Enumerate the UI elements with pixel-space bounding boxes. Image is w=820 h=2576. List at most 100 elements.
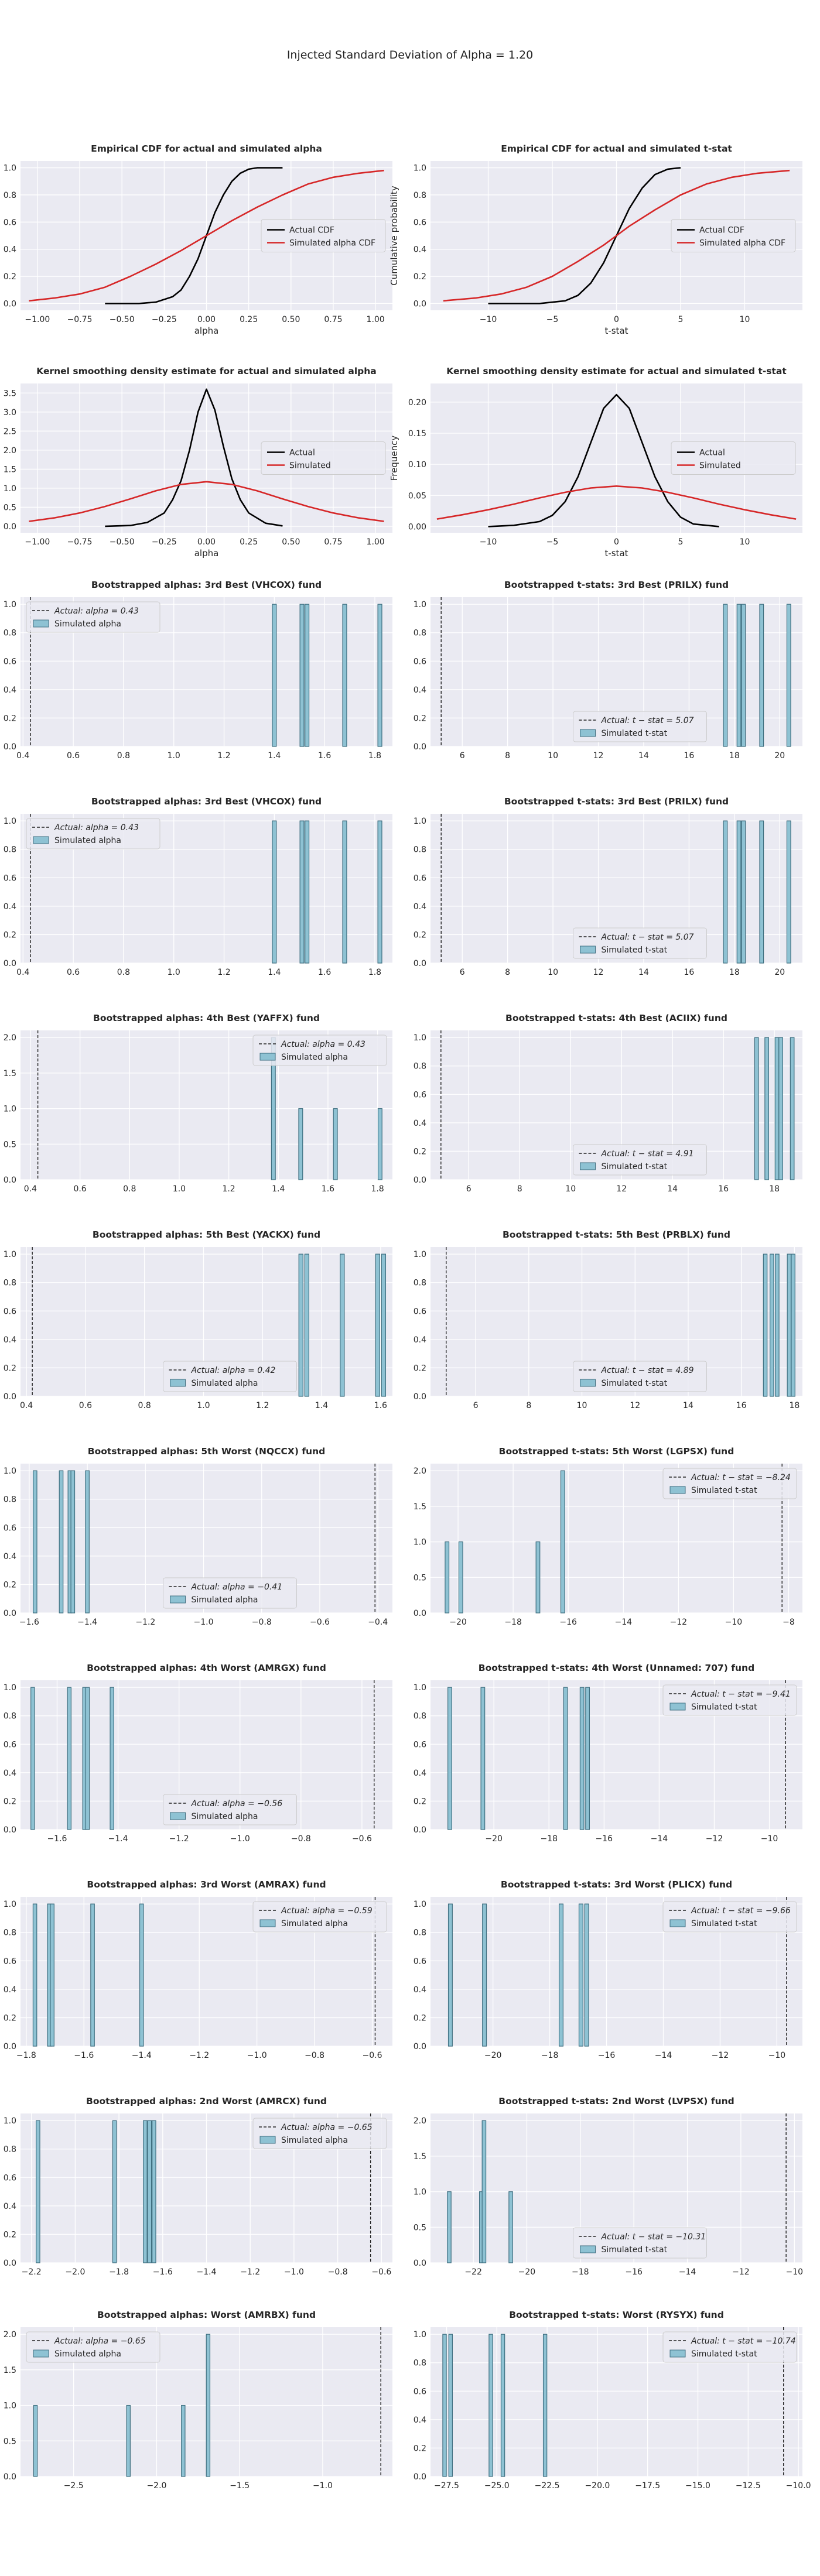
legend-label: Actual: alpha = 0.42 bbox=[191, 1366, 276, 1375]
histogram-bar bbox=[36, 2120, 40, 2263]
histogram-bar bbox=[272, 820, 277, 964]
legend-label: Actual CDF bbox=[289, 226, 334, 235]
y-tick-label: 0.0 bbox=[4, 742, 16, 752]
chart-title: Bootstrapped t-stats: 3rd Worst (PLICX) … bbox=[501, 1879, 732, 1890]
chart-panel-13: −1.6 −1.4 −1.2 −1.0 −0.8 −0.6 −0.4 0.0 0.2 0.4 0.6… bbox=[4, 1446, 392, 1627]
legend-label: Simulated alpha bbox=[192, 1595, 258, 1605]
histogram-bar bbox=[736, 820, 742, 964]
legend-label: Simulated alpha bbox=[192, 1379, 258, 1388]
x-tick-label: −1.8 bbox=[109, 2267, 129, 2277]
x-tick-label: 16 bbox=[684, 751, 694, 761]
legend-box bbox=[163, 1361, 297, 1392]
x-tick-label: −16 bbox=[598, 2051, 616, 2060]
legend-box bbox=[573, 1361, 707, 1392]
legend-bar-swatch bbox=[669, 1486, 686, 1494]
histogram-bar bbox=[447, 1903, 453, 2047]
y-tick-label: 0.15 bbox=[408, 429, 426, 439]
y-tick-label: 1.5 bbox=[4, 1069, 16, 1078]
chart-panel-6: 6 8 10 12 14 16 18 20 0.0 0.2 0.4 0.6 0.8 1.0 Bootstra… bbox=[414, 580, 802, 761]
y-tick-label: 0.6 bbox=[414, 1307, 426, 1316]
x-tick-label: 0.4 bbox=[16, 751, 29, 761]
legend: Actual: t − stat = 5.07 Simulated t-stat bbox=[573, 711, 707, 742]
series-line-2 bbox=[29, 169, 384, 302]
x-tick-label: 6 bbox=[460, 751, 465, 761]
chart-title: Empirical CDF for actual and simulated a… bbox=[91, 143, 322, 154]
legend-label: Actual CDF bbox=[699, 226, 744, 235]
y-tick-label: 0.0 bbox=[4, 2259, 16, 2268]
histogram-bar bbox=[304, 1253, 309, 1397]
histogram-bar bbox=[67, 1687, 72, 1830]
legend: Actual CDF Simulated alpha CDF bbox=[261, 219, 386, 252]
legend-box bbox=[671, 219, 796, 252]
legend-box bbox=[573, 927, 707, 959]
x-tick-label: −1.00 bbox=[25, 537, 50, 547]
chart-title: Bootstrapped alphas: 3rd Best (VHCOX) fu… bbox=[91, 580, 322, 590]
chart-title: Bootstrapped t-stats: Worst (RYSYX) fund bbox=[509, 2310, 724, 2320]
y-tick-label: 0.2 bbox=[4, 2013, 16, 2023]
chart-panel-18: −20 −18 −16 −14 −12 −10 0.0 0.2 0.4 0.6 0.8 1.0 Boot… bbox=[414, 1879, 802, 2060]
x-tick-label: 8 bbox=[526, 1401, 531, 1410]
y-tick-label: 1.0 bbox=[414, 164, 426, 173]
chart-panel-22: −27.5 −25.0 −22.5 −20.0 −17.5 −15.0 −12.5 −10.0… bbox=[414, 2310, 811, 2491]
histogram-bar bbox=[759, 820, 764, 964]
histogram-bar bbox=[774, 1037, 780, 1180]
y-tick-label: 0.4 bbox=[414, 686, 426, 695]
histogram-bar bbox=[59, 1470, 64, 1614]
legend-box bbox=[26, 818, 160, 849]
series-line-2 bbox=[436, 485, 797, 520]
histogram-bar bbox=[786, 604, 791, 747]
y-tick-label: 0.6 bbox=[4, 1523, 16, 1533]
x-tick-label: 20 bbox=[774, 751, 785, 761]
y-tick-label: 1.5 bbox=[4, 2366, 16, 2375]
y-tick-label: 3.5 bbox=[4, 389, 16, 398]
histogram-bar bbox=[30, 1687, 35, 1830]
y-tick-label: 0.2 bbox=[414, 1797, 426, 1806]
y-tick-label: 0.2 bbox=[4, 1797, 16, 1806]
legend-label: Actual: alpha = 0.43 bbox=[54, 607, 139, 616]
y-tick-label: 1.0 bbox=[414, 2188, 426, 2197]
histogram-bar bbox=[139, 1903, 144, 2047]
legend-bar-swatch bbox=[580, 2245, 596, 2253]
x-tick-label: 0.6 bbox=[67, 968, 80, 977]
legend: Actual: alpha = −0.65 Simulated alpha bbox=[252, 2118, 387, 2149]
legend-box bbox=[261, 219, 386, 252]
y-tick-label: 0.6 bbox=[4, 2173, 16, 2183]
legend-box bbox=[573, 711, 707, 742]
y-tick-label: 1.0 bbox=[4, 164, 16, 173]
x-tick-label: 0.00 bbox=[197, 537, 216, 547]
x-tick-label: 16 bbox=[718, 1184, 729, 1194]
legend-label: Simulated bbox=[289, 461, 331, 471]
legend: Actual: alpha = −0.59 Simulated alpha bbox=[252, 1901, 387, 1933]
x-tick-label: 1.2 bbox=[217, 751, 230, 761]
histogram-bar bbox=[447, 2191, 452, 2263]
legend: Actual: t − stat = −9.41 Simulated t-stat bbox=[662, 1684, 797, 1716]
legend-box bbox=[252, 2118, 387, 2149]
y-tick-label: 0.2 bbox=[414, 714, 426, 723]
y-tick-label: 0.05 bbox=[408, 491, 426, 501]
legend-label: Actual: t − stat = 5.07 bbox=[601, 933, 694, 942]
legend-box bbox=[573, 2227, 707, 2259]
y-tick-label: 0.2 bbox=[414, 272, 426, 282]
x-tick-label: −16 bbox=[559, 1618, 577, 1627]
x-tick-label: 18 bbox=[769, 1184, 780, 1194]
x-tick-label: 0.4 bbox=[20, 1401, 33, 1410]
legend-box bbox=[26, 601, 160, 633]
chart-panel-19: −2.2 −2.0 −1.8 −1.6 −1.4 −1.2 −1.0 −0.8 −0.6 0.0 0… bbox=[4, 2096, 392, 2277]
legend-label: Simulated alpha bbox=[192, 1812, 258, 1821]
y-tick-label: 2.0 bbox=[414, 1467, 426, 1476]
y-tick-label: 0.6 bbox=[414, 657, 426, 666]
y-tick-label: 0.0 bbox=[414, 2472, 426, 2482]
legend-label: Simulated alpha CDF bbox=[699, 239, 785, 248]
x-tick-label: −1.0 bbox=[247, 2051, 267, 2060]
x-tick-label: −1.6 bbox=[74, 2051, 94, 2060]
y-tick-label: 0.0 bbox=[414, 2042, 426, 2051]
x-tick-label: 1.0 bbox=[168, 751, 180, 761]
histogram-bar bbox=[560, 1470, 565, 1614]
y-tick-label: 0.5 bbox=[4, 1140, 16, 1149]
legend: Actual Simulated bbox=[261, 441, 386, 475]
x-tick-label: −15.0 bbox=[685, 2481, 710, 2491]
y-tick-label: 0.0 bbox=[414, 1609, 426, 1618]
y-tick-label: 0.4 bbox=[4, 1769, 16, 1778]
histogram-bar bbox=[585, 1687, 590, 1830]
y-tick-label: 0.6 bbox=[4, 1307, 16, 1316]
